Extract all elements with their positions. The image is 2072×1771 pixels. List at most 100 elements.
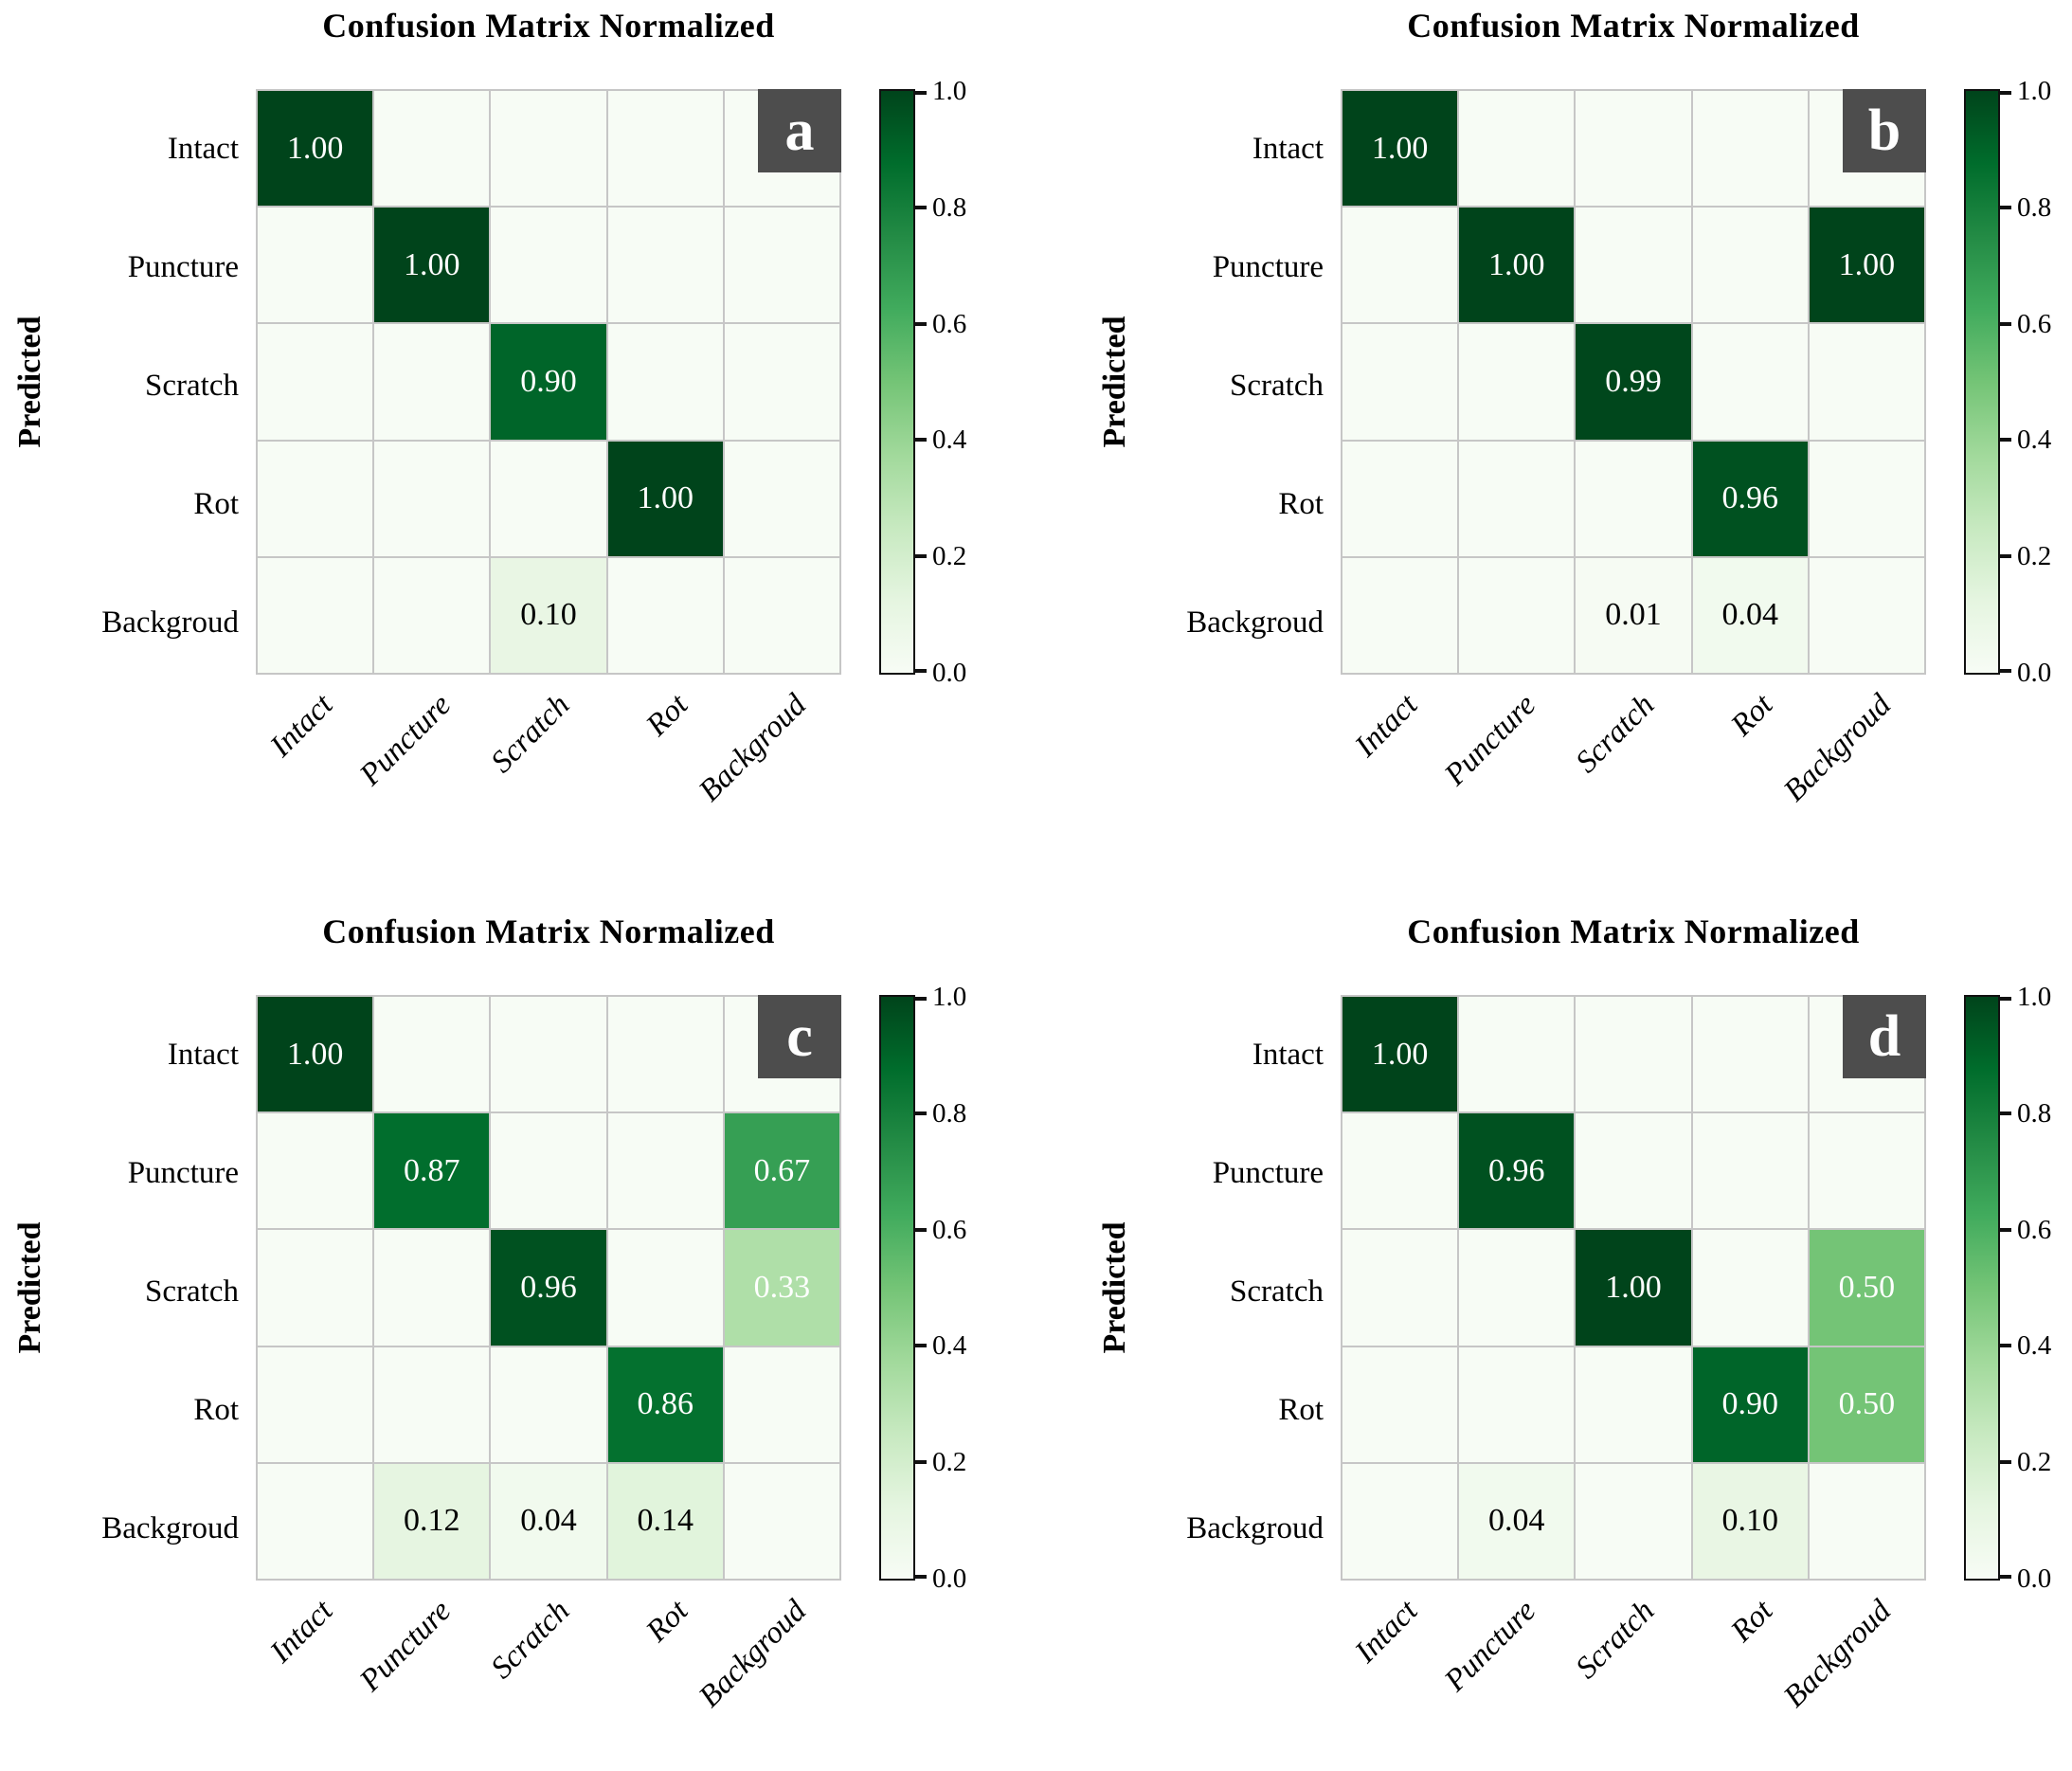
- colorbar-tick-label: 0.0: [2017, 658, 2052, 688]
- heatmap-grid: 1.00 1.00 0.90 1.00 0.10: [256, 89, 841, 675]
- heatmap-cell: 0.04: [491, 1463, 606, 1579]
- colorbar-tick-label: 0.4: [932, 425, 967, 456]
- heatmap-cell: [258, 324, 373, 440]
- heatmap-cell: [1576, 1346, 1691, 1462]
- y-tick-label: Intact: [167, 132, 239, 167]
- heatmap-cell: 0.12: [374, 1463, 490, 1579]
- heatmap-cell: [1459, 557, 1575, 673]
- colorbar-tick: [2000, 1575, 2011, 1579]
- colorbar-tick-label: 0.2: [932, 1447, 967, 1478]
- heatmap-cell: 0.90: [491, 324, 606, 440]
- heatmap-cell: 0.01: [1576, 557, 1691, 673]
- heatmap-cell: [258, 1346, 373, 1462]
- x-tick-label: Backgroud: [1777, 688, 1899, 808]
- x-tick-label: Backgroud: [693, 688, 814, 808]
- y-tick-label: Backgroud: [1186, 605, 1324, 640]
- x-tick-label: Puncture: [1438, 688, 1543, 793]
- colorbar: 1.0 0.8 0.6 0.4 0.2 0.0: [1964, 76, 2051, 688]
- heatmap-cell: [1342, 324, 1458, 440]
- y-tick-label: Puncture: [127, 250, 239, 285]
- colorbar-tick: [2000, 669, 2011, 673]
- colorbar-tick-label: 0.0: [932, 1563, 967, 1594]
- heatmap-cell: [1576, 1113, 1691, 1229]
- heatmap-cell: [1809, 324, 1924, 440]
- panel-letter: d: [1867, 1004, 1901, 1069]
- colorbar-tick-label: 0.0: [932, 658, 967, 688]
- heatmap-cell: 0.67: [724, 1113, 839, 1229]
- heatmap-cell: [374, 324, 490, 440]
- y-tick-labels: Intact Puncture Scratch Rot Backgroud: [0, 0, 239, 865]
- x-tick-label: Puncture: [1438, 1594, 1543, 1699]
- heatmap-cell: 0.87: [374, 1113, 490, 1229]
- y-tick-label: Scratch: [145, 1274, 239, 1309]
- heatmap-cell: [1692, 1113, 1808, 1229]
- heatmap-cell: [1459, 1230, 1575, 1346]
- colorbar: 1.0 0.8 0.6 0.4 0.2 0.0: [879, 76, 966, 688]
- colorbar-tick-label: 0.2: [2017, 1447, 2052, 1478]
- heatmap-cell: [1459, 997, 1575, 1112]
- colorbar: 1.0 0.8 0.6 0.4 0.2 0.0: [879, 982, 966, 1594]
- colorbar: 1.0 0.8 0.6 0.4 0.2 0.0: [1964, 982, 2051, 1594]
- y-tick-label: Backgroud: [101, 605, 239, 640]
- heatmap-cell: [491, 1113, 606, 1229]
- y-tick-label: Intact: [167, 1038, 239, 1073]
- x-tick-label: Intact: [263, 1594, 340, 1670]
- heatmap-cell: [724, 1346, 839, 1462]
- heatmap-cell: [1576, 91, 1691, 207]
- heatmap-cell: [491, 441, 606, 556]
- heatmap-grid: 1.00 1.00 1.00 0.99 0.96 0.01 0.04: [1341, 89, 1926, 675]
- colorbar-tick: [915, 554, 927, 559]
- heatmap-cell: 0.50: [1809, 1230, 1924, 1346]
- y-tick-label: Puncture: [1212, 250, 1324, 285]
- heatmap-cell: 0.90: [1692, 1346, 1808, 1462]
- x-tick-label: Backgroud: [1777, 1594, 1899, 1714]
- heatmap-cell: 0.86: [607, 1346, 723, 1462]
- heatmap-cell: [1809, 1113, 1924, 1229]
- heatmap-grid: 1.00 0.87 0.67 0.96 0.33 0.86 0.12 0.04 0.14: [256, 995, 841, 1581]
- panel-letter: b: [1867, 99, 1901, 163]
- colorbar-tick-label: 0.6: [2017, 308, 2052, 339]
- colorbar-tick: [2000, 91, 2011, 95]
- heatmap-cell: 0.10: [1692, 1463, 1808, 1579]
- heatmap-cell: [724, 557, 839, 673]
- chart-title: Confusion Matrix Normalized: [1407, 7, 1860, 45]
- colorbar-tick-label: 1.0: [932, 76, 967, 106]
- heatmap-cell: [1342, 557, 1458, 673]
- y-tick-label: Scratch: [1230, 369, 1324, 403]
- x-tick-label: Intact: [263, 688, 340, 764]
- x-tick-label: Rot: [1724, 1594, 1780, 1649]
- colorbar-gradient: [881, 91, 913, 673]
- colorbar-gradient: [881, 997, 913, 1579]
- heatmap-cell: [1576, 441, 1691, 556]
- panel-letter-badge: d: [1843, 995, 1926, 1078]
- x-tick-label: Scratch: [1569, 1594, 1662, 1686]
- heatmap-cell: 1.00: [1342, 91, 1458, 207]
- heatmap-cell: [491, 997, 606, 1112]
- y-tick-label: Puncture: [127, 1156, 239, 1191]
- heatmap-cell: [607, 557, 723, 673]
- confusion-matrix-panel-a: Confusion Matrix Normalized Predicted In…: [0, 0, 987, 865]
- heatmap-cell: [1576, 208, 1691, 323]
- heatmap-cell: 1.00: [1459, 208, 1575, 323]
- heatmap-cell: [258, 1230, 373, 1346]
- colorbar-tick: [2000, 1344, 2011, 1348]
- heatmap-cell: [724, 208, 839, 323]
- heatmap-cell: [1459, 1346, 1575, 1462]
- heatmap-cell: [1459, 324, 1575, 440]
- heatmap-cell: [1342, 1113, 1458, 1229]
- confusion-matrix-panel-d: Confusion Matrix Normalized Predicted In…: [1085, 906, 2072, 1771]
- y-tick-label: Rot: [193, 486, 239, 521]
- colorbar-tick: [2000, 205, 2011, 209]
- y-tick-label: Intact: [1252, 1038, 1324, 1073]
- heatmap-cell: 1.00: [374, 208, 490, 323]
- x-tick-label: Intact: [1348, 1594, 1425, 1670]
- heatmap-cell: [491, 208, 606, 323]
- heatmap-cell: 1.00: [1809, 208, 1924, 323]
- heatmap-cell: 0.04: [1692, 557, 1808, 673]
- colorbar-tick: [915, 91, 927, 95]
- heatmap-cell: 0.14: [607, 1463, 723, 1579]
- heatmap-cell: [1459, 441, 1575, 556]
- panel-letter: a: [784, 99, 815, 163]
- heatmap-cell: [1342, 441, 1458, 556]
